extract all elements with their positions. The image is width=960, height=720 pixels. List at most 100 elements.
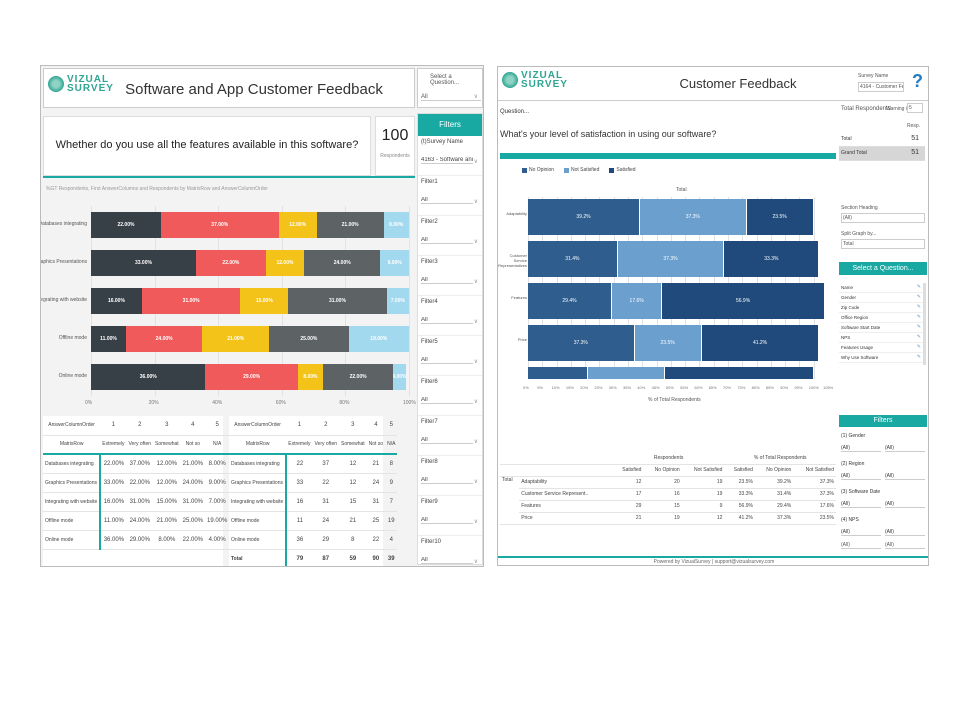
- bar-segment: 8.00%: [297, 364, 324, 390]
- category-axis: Databases integrating Graphics Presentati…: [41, 206, 89, 396]
- filter-dropdown[interactable]: Filter1 All ∨: [418, 176, 482, 216]
- x-tick-label: 20%: [580, 385, 589, 390]
- split-graph-select[interactable]: Total: [841, 239, 925, 249]
- x-tick-label: 35%: [623, 385, 632, 390]
- question-name: NPS: [841, 335, 851, 340]
- table-cell: 25: [366, 511, 386, 531]
- question-list-item[interactable]: NPS ✎: [839, 333, 923, 343]
- x-tick-label: 65%: [708, 385, 717, 390]
- bottom-filter-b[interactable]: (All): [885, 542, 925, 549]
- filter-select-b[interactable]: (All): [885, 501, 925, 508]
- filter-dropdown[interactable]: Filter2 All ∨: [418, 216, 482, 256]
- filter-select-a[interactable]: (All): [841, 445, 881, 452]
- bar-label: 11.00%: [100, 336, 117, 342]
- filter-dropdown[interactable]: Filter7 All ∨: [418, 416, 482, 456]
- bar-segment: 19.00%: [348, 326, 409, 352]
- filter-dropdown[interactable]: Filter9 All ∨: [418, 496, 482, 536]
- table-row: Total Adaptability 12 20 19 23.5% 39.2% 37.3%: [500, 476, 836, 525]
- table-cell: 19: [385, 511, 398, 531]
- survey-name-select[interactable]: 4164 - Customer Feedback: [858, 82, 904, 92]
- row-name: Price: [519, 512, 613, 525]
- question-list-scrollbar[interactable]: [923, 283, 926, 365]
- filter-select-b[interactable]: (All): [885, 445, 925, 452]
- percent-table: AnswerColumnOrder 1 2 3 4 5 MatrixRow Extremely…: [43, 416, 230, 566]
- table-header-row: Respondents% of Total Respondents: [500, 452, 836, 465]
- chevron-down-icon: ∨: [473, 559, 478, 565]
- filter-label: (4) NPS: [841, 517, 859, 523]
- column-header: Not so: [366, 435, 386, 455]
- table-cell: 21: [339, 511, 367, 531]
- question-list-item[interactable]: Gender ✎: [839, 293, 923, 303]
- filter-select-b[interactable]: (All): [885, 473, 925, 480]
- table-cell: 20: [643, 476, 682, 489]
- question-list-item[interactable]: Zip Code ✎: [839, 303, 923, 313]
- filter-dropdown[interactable]: (t)Survey Name 4163 - Software and A...∨: [418, 136, 482, 176]
- table-cell: 56.9%: [724, 500, 755, 513]
- chevron-down-icon: ∨: [473, 399, 478, 405]
- filter-select-a[interactable]: (All): [841, 473, 881, 480]
- filters-header: Filters: [839, 415, 927, 427]
- help-icon[interactable]: ?: [912, 71, 923, 91]
- bar-segment: 31.00%: [141, 288, 241, 314]
- table-cell: 31.4%: [754, 488, 794, 501]
- total-value: 51: [911, 149, 919, 156]
- table-cell: 29.00%: [126, 530, 154, 550]
- column-header: Satisfied: [724, 464, 755, 477]
- section-heading-select[interactable]: (All): [841, 213, 925, 223]
- bar-label: 24.00%: [155, 336, 173, 342]
- table-row: Databases integrating 22.00% 37.00% 12.00% 2…: [43, 454, 230, 474]
- question-list-item[interactable]: Name ✎: [839, 283, 923, 293]
- teal-divider: [43, 176, 415, 178]
- bar-label: 39.2%: [576, 214, 591, 220]
- table-cell: 31.00%: [126, 492, 154, 512]
- bar-segment: 7.00%: [386, 288, 409, 314]
- question-list-item[interactable]: Software Start Date ✎: [839, 323, 923, 333]
- row-name: Online mode: [229, 530, 287, 550]
- resp-header: Resp.: [907, 123, 921, 129]
- bar-label: 15.00%: [255, 298, 273, 304]
- bar-row: 29.4% 17.6% 56.9%: [528, 283, 828, 319]
- x-tick-label: 45%: [651, 385, 660, 390]
- table-cell: 23.5%: [793, 512, 836, 525]
- chart-legend: No Opinion Not Satisfied Satisfied: [522, 166, 636, 174]
- question-name: Office Region: [841, 315, 869, 320]
- bar-label: 23.5%: [660, 340, 675, 346]
- total-row: Total 79 87 59 90 39: [229, 549, 398, 566]
- table-cell: 31: [366, 492, 386, 512]
- table-cell: 33.3%: [724, 488, 755, 501]
- filter-select-b[interactable]: (All): [885, 529, 925, 536]
- filter-dropdown[interactable]: Filter8 All ∨: [418, 456, 482, 496]
- bar-label: 4.00%: [393, 374, 406, 380]
- question-list-item[interactable]: Features Usage ✎: [839, 343, 923, 353]
- table-cell: 37.00%: [126, 454, 154, 474]
- x-tick-label: 60%: [275, 400, 286, 406]
- table-cell: 36: [285, 530, 313, 550]
- total-cell: 59: [339, 549, 367, 566]
- legend-item: Satisfied: [609, 166, 636, 174]
- table-cell: 8.00%: [205, 454, 230, 474]
- filter-select-a[interactable]: (All): [841, 529, 881, 536]
- question-list-item[interactable]: Why Use Software ✎: [839, 353, 923, 363]
- bar-segment: 16.00%: [91, 288, 142, 314]
- legend-label: Not Satisfied: [571, 167, 600, 173]
- legend-label: Satisfied: [616, 167, 636, 173]
- filter-dropdown[interactable]: Filter5 All ∨: [418, 336, 482, 376]
- bar-segment: 29.00%: [205, 364, 298, 390]
- bar-row: 36.00% 29.00% 8.00% 22.00% 4.00%: [91, 364, 409, 390]
- filter-dropdown[interactable]: Filter10 All ∨: [418, 536, 482, 566]
- bar-label: 8.00%: [303, 374, 318, 380]
- filter-select-a[interactable]: (All): [841, 501, 881, 508]
- bar-label: 37.00%: [211, 222, 229, 228]
- filter-dropdown[interactable]: Filter3 All ∨: [418, 256, 482, 296]
- order-cell: 4: [180, 416, 205, 436]
- select-question-button[interactable]: Select a Question...: [839, 262, 927, 275]
- question-list-item[interactable]: Office Region ✎: [839, 313, 923, 323]
- chevron-down-icon: ∨: [473, 94, 478, 100]
- filter-dropdown[interactable]: Filter6 All ∨: [418, 376, 482, 416]
- bottom-filter-a[interactable]: (All): [841, 542, 881, 549]
- legend-item: No Opinion: [522, 166, 554, 174]
- warning-input[interactable]: 5: [907, 103, 923, 113]
- filter-dropdown[interactable]: Filter4 All ∨: [418, 296, 482, 336]
- question-selector[interactable]: Select a Question... All ∨: [417, 68, 483, 108]
- bar-label: 37.3%: [573, 340, 588, 346]
